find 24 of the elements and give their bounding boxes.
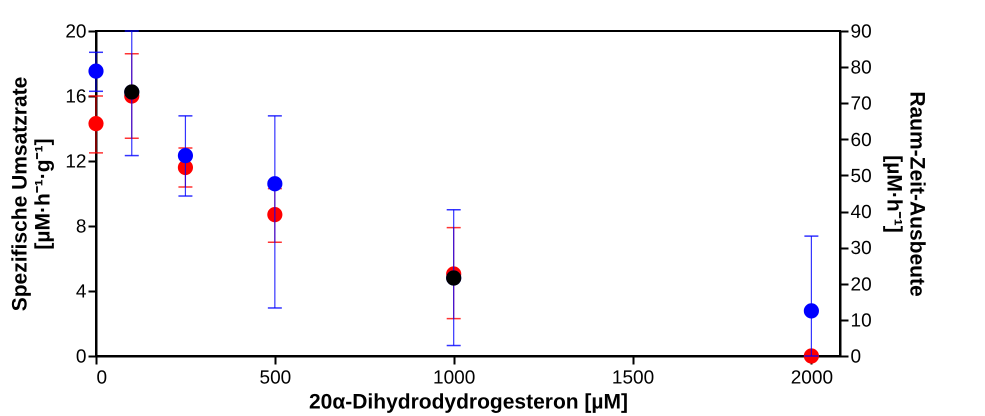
y2-tick-label: 0 [850, 346, 862, 368]
y2-tick-label: 70 [850, 94, 872, 115]
y2-tick-label: 30 [850, 238, 872, 260]
y2-tick-label: 40 [850, 202, 872, 224]
x-tick-label: 0 [96, 368, 108, 388]
y-tick-label: 8 [76, 216, 86, 238]
y2-tick-label: 60 [850, 130, 872, 151]
y-tick-label: 4 [76, 282, 87, 302]
x-tick-label: 500 [259, 368, 292, 388]
y2-tick-label: 20 [850, 274, 872, 296]
x-tick-label: 1500 [612, 368, 654, 388]
y-tick-label: 12 [65, 152, 86, 172]
y2-tick-label: 10 [850, 310, 872, 332]
y2-tick-label: 80 [850, 58, 872, 79]
y-tick-label: 0 [76, 346, 86, 368]
x-tick-label: 1000 [433, 368, 476, 388]
y2-axis-title: Raum-Zeit-Ausbeute [µM·h⁻¹] [882, 91, 929, 297]
y-tick-label: 20 [65, 22, 86, 42]
y-tick-label: 16 [65, 86, 86, 108]
y2-tick-label: 90 [850, 22, 872, 42]
x-tick-label: 2000 [790, 368, 834, 388]
y-axis-title: Spezifische Umsatzrate [µM·h⁻¹·g⁻¹] [8, 76, 54, 312]
y2-tick-label: 50 [850, 166, 872, 187]
x-axis-title: 20α-Dihydrodydrogesteron [µM] [308, 390, 628, 414]
